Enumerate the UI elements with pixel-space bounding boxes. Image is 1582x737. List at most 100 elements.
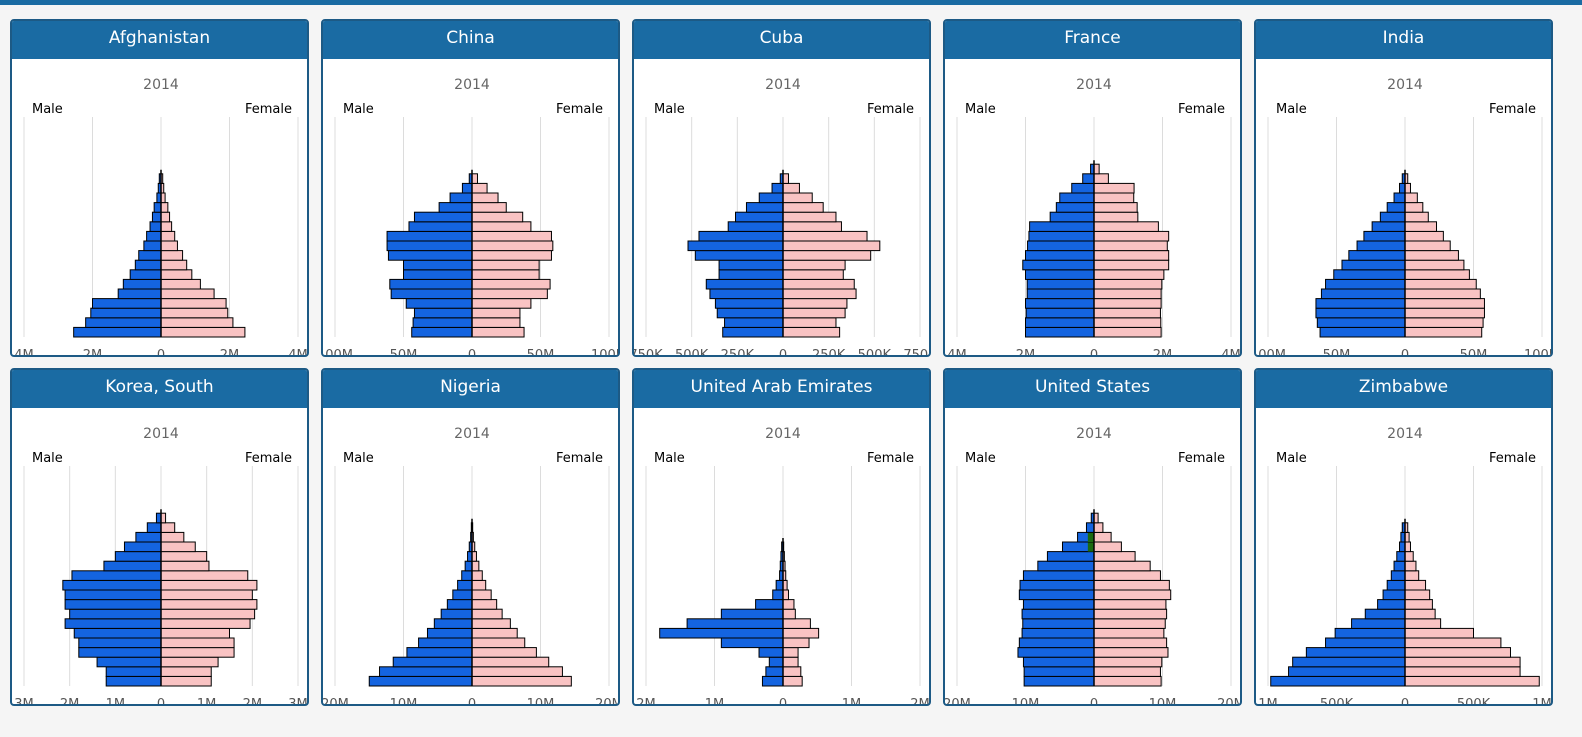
x-tick-label: 2M [910,697,929,706]
female-bar [160,608,256,620]
x-tick-label: 0 [468,348,476,357]
male-bar [775,579,784,591]
population-pyramid-chart: 2014 Male Female 20M 10M 0 10M 20M [945,426,1240,706]
female-bar [1404,608,1436,620]
female-bar [160,298,227,309]
male-bar [406,647,473,658]
female-bar [782,608,796,620]
male-bar [1399,541,1406,553]
male-bar [64,589,162,601]
male-bar [1049,211,1095,223]
male-bar [387,250,473,261]
female-bar [471,589,492,601]
year-label: 2014 [1387,77,1423,93]
female-bar [1404,627,1474,639]
year-label: 2014 [1387,426,1423,442]
male-bar [1029,221,1095,232]
x-tick-label: 0 [157,348,165,357]
pyramid-card: China 2014 Male Female 100M 50M 0 50M 100M [321,19,620,357]
female-bar [471,599,498,610]
female-bar [160,675,212,687]
male-bar [1315,298,1406,309]
female-bar [1093,278,1163,290]
female-bar [160,541,196,553]
female-bar [1404,560,1417,572]
female-bar [782,211,837,223]
population-pyramid-chart: 2014 Male Female 4M 2M 0 2M 4M [14,77,307,357]
highlighted-male-bar[interactable] [1087,542,1094,552]
female-bar [1404,202,1424,213]
male-bar [1055,202,1095,213]
female-bar [160,589,253,601]
x-tick-label: 50M [1323,348,1351,357]
male-bar [403,259,473,271]
x-tick-label: 20M [1217,697,1240,706]
female-bar [1093,221,1159,232]
male-bar [1288,666,1406,677]
male-bar [1393,560,1406,572]
female-bar [1093,608,1168,620]
female-bar [160,637,235,649]
male-bar [138,250,162,261]
male-bar [426,627,473,639]
male-bar [1334,627,1406,639]
female-bar [1093,627,1165,639]
female-bar [1093,656,1163,668]
male-bar [1270,675,1406,687]
male-bar [714,298,784,309]
male-bar [1025,269,1095,280]
female-bar [471,288,548,300]
female-bar [1404,250,1459,261]
female-bar [1404,182,1411,194]
male-bar [390,288,473,300]
female-bar [1404,618,1442,629]
population-pyramid-chart: 2014 Male Female 100M 50M 0 50M 100M [323,77,618,357]
female-bar [471,240,554,252]
x-tick-label: 500K [675,348,709,357]
female-bar [1093,637,1168,649]
male-bar [716,307,784,319]
population-pyramid-chart: 2014 Male Female 3M 2M 1M 0 1M 2M 3M [14,426,307,704]
female-bar [471,579,487,591]
male-bar [745,202,784,213]
female-bar [1093,298,1162,309]
x-tick-label: 2M [1153,348,1173,357]
x-tick-label: 1M [1258,697,1278,706]
female-bar [1404,278,1477,290]
male-bar [1025,326,1095,338]
female-bar [160,259,188,271]
pyramid-card: Afghanistan 2014 Male Female 4M 2M 0 2M 4M [10,19,309,357]
male-bar [449,192,473,204]
female-bar [160,522,176,533]
female-bar [160,618,251,629]
x-tick-label: 1M [842,697,862,706]
male-bar [403,269,473,280]
female-bar [1404,589,1431,601]
x-tick-label: 2M [636,697,656,706]
male-bar [1017,647,1095,658]
country-title: Cuba [634,21,929,59]
female-bar [471,278,551,290]
highlighted-male-bar[interactable] [1087,532,1094,542]
male-bar [771,182,784,194]
female-bar [1093,560,1151,572]
female-bar [1093,522,1104,533]
female-bar [1404,551,1414,562]
male-bar [1018,637,1095,649]
male-bar [64,599,162,610]
male-bar [134,259,162,271]
male-label: Male [1276,451,1307,466]
x-tick-label: 0 [468,697,476,706]
male-bar [1333,269,1406,280]
country-title: United States [945,370,1240,408]
female-bar [1093,182,1135,194]
female-bar [160,666,212,677]
female-bar [160,531,185,543]
male-bar [64,618,162,629]
male-bar [413,307,473,319]
x-tick-label: 4M [288,348,307,357]
female-bar [782,666,802,677]
x-tick-label: 250K [721,348,755,357]
male-bar [1316,317,1406,328]
country-title: Zimbabwe [1256,370,1551,408]
